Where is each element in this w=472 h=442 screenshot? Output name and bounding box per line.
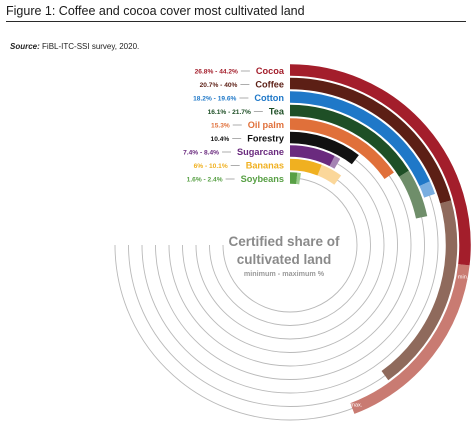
bar-range-cocoa [350,264,470,414]
bar-range-coffee [381,200,458,381]
series-name-sugarcane: Sugarcane [237,147,284,157]
series-name-forestry: Forestry [247,134,285,144]
track-ring-soybeans [222,177,358,313]
bar-range-bananas [317,164,342,185]
center-sublabel: minimum - maximum % [244,269,325,278]
series-name-tea: Tea [269,107,285,117]
title-divider [6,21,466,22]
min-end-label: min. [458,275,469,281]
bar-range-cotton [419,181,435,198]
series-range-soybeans: 1.6% - 2.4% [187,177,223,184]
series-name-oil-palm: Oil palm [248,120,284,130]
figure-title: Figure 1: Coffee and cocoa cover most cu… [6,4,305,18]
center-label-line-2: cultivated land [237,252,332,267]
series-range-forestry: 10.4% [211,136,230,143]
series-range-oil-palm: 15.3% [211,123,230,130]
track-ring-bananas [209,164,371,326]
source-note: Source: FiBL-ITC-SSI survey, 2020. [10,42,139,51]
bar-min-cotton [289,91,430,187]
bar-min-bananas [289,158,322,176]
bar-min-sugarcane [289,145,335,167]
series-name-bananas: Bananas [246,161,284,171]
max-end-label: max. [350,403,362,409]
series-range-tea: 16.1% - 21.7% [208,109,251,116]
bar-min-coffee [289,77,452,204]
series-name-soybeans: Soybeans [241,174,284,184]
source-text: FiBL-ITC-SSI survey, 2020. [42,42,140,51]
series-range-cocoa: 26.8% - 44.2% [195,69,238,76]
series-range-sugarcane: 7.4% - 8.4% [183,150,219,157]
bar-min-oil-palm [289,118,394,180]
center-label-line-1: Certified share of [228,234,340,249]
bar-min-cocoa [289,64,471,266]
bar-arcs [289,64,471,414]
series-name-cocoa: Cocoa [256,66,285,76]
source-label: Source: [10,42,40,51]
bar-min-tea [289,104,409,177]
center-caption: Certified share of cultivated land minim… [228,234,340,278]
series-name-coffee: Coffee [255,80,284,90]
series-labels: Cocoa 26.8% - 44.2% Coffee 20.7% - 40% Cotto… [183,66,285,184]
bar-range-tea [399,170,428,219]
series-range-cotton: 18.2% - 19.6% [193,96,236,103]
bar-range-sugarcane [329,155,341,169]
track-ring-forestry [182,137,398,353]
series-range-bananas: 6% - 10.1% [194,163,228,170]
bar-min-forestry [289,131,359,165]
series-range-coffee: 20.7% - 40% [200,82,238,89]
series-name-cotton: Cotton [254,93,284,103]
track-ring-sugarcane [195,150,385,340]
